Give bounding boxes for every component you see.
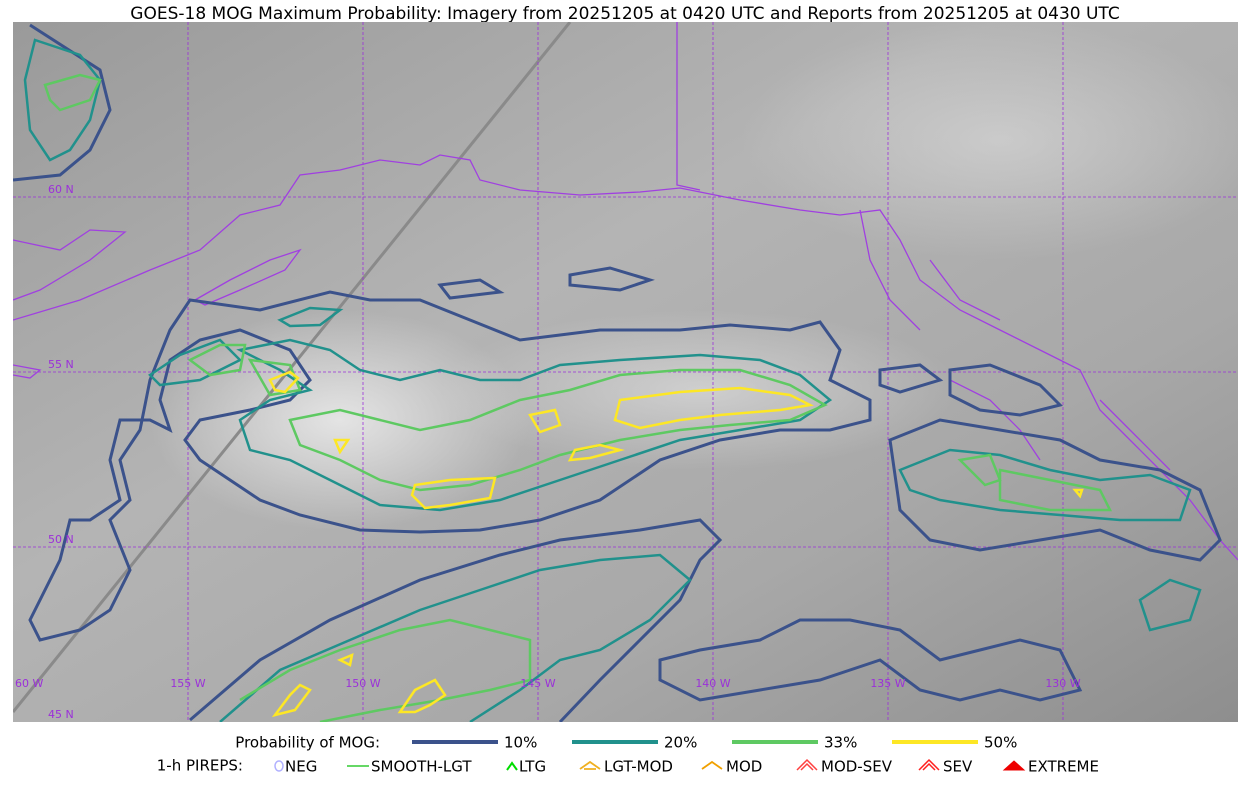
lon-label: 145 W <box>520 677 555 690</box>
contour-20 <box>236 338 833 512</box>
legend-symbol <box>701 760 723 770</box>
contour-10 <box>13 23 655 300</box>
lon-label: 60 W <box>15 677 43 690</box>
legend-label: NEG <box>285 758 317 776</box>
coastline <box>13 154 1238 561</box>
legend-label: MOD <box>726 758 762 776</box>
legend: Probability of MOG: 1-h PIREPS: 10% 20% 33… <box>157 734 1099 776</box>
legend-label: SMOOTH-LGT <box>371 758 472 776</box>
legend-label: 10% <box>504 734 537 752</box>
title: GOES-18 MOG Maximum Probability: Imagery… <box>130 4 1119 24</box>
contour-10 <box>878 363 1222 562</box>
legend-label: EXTREME <box>1028 758 1099 776</box>
contour-10 <box>189 518 1083 722</box>
legend-label: SEV <box>943 758 973 776</box>
map: 60 N 55 N 50 N 45 N 60 W 155 W 150 W 145 W 140 … <box>13 22 1238 722</box>
legend-symbol <box>1002 760 1026 771</box>
contour-10 <box>28 290 872 642</box>
lat-label: 45 N <box>48 708 74 721</box>
legend-symbol <box>506 761 518 771</box>
lat-label: 55 N <box>48 358 74 371</box>
lon-label: 135 W <box>870 677 905 690</box>
lon-label: 150 W <box>345 677 380 690</box>
legend-label: 20% <box>664 734 697 752</box>
cloud <box>150 310 530 530</box>
lon-label: 130 W <box>1045 677 1080 690</box>
lat-labels: 60 N 55 N 50 N 45 N <box>48 183 74 721</box>
legend-symbol <box>579 760 601 770</box>
cloud <box>740 22 1238 260</box>
legend-symbol <box>274 760 284 772</box>
contour-50 <box>271 488 1084 718</box>
border <box>676 22 1171 471</box>
legend-label: LTG <box>519 758 546 776</box>
legend-title: Probability of MOG: <box>235 734 380 752</box>
legend-label: LGT-MOD <box>604 758 673 776</box>
lat-label: 50 N <box>48 533 74 546</box>
legend-label: 33% <box>824 734 857 752</box>
legend-symbol <box>918 758 940 771</box>
legend-label: MOD-SEV <box>821 758 893 776</box>
legend-title: 1-h PIREPS: <box>157 757 243 775</box>
lon-label: 140 W <box>695 677 730 690</box>
contour-20 <box>23 38 344 387</box>
lon-labels: 60 W 155 W 150 W 145 W 140 W 135 W 130 W <box>15 677 1081 690</box>
legend-symbol <box>796 758 818 771</box>
contour-33 <box>43 73 1113 722</box>
contour-50 <box>268 370 814 510</box>
lon-label: 155 W <box>170 677 205 690</box>
lat-label: 60 N <box>48 183 74 196</box>
legend-label: 50% <box>984 734 1017 752</box>
contour-20 <box>219 448 1202 722</box>
